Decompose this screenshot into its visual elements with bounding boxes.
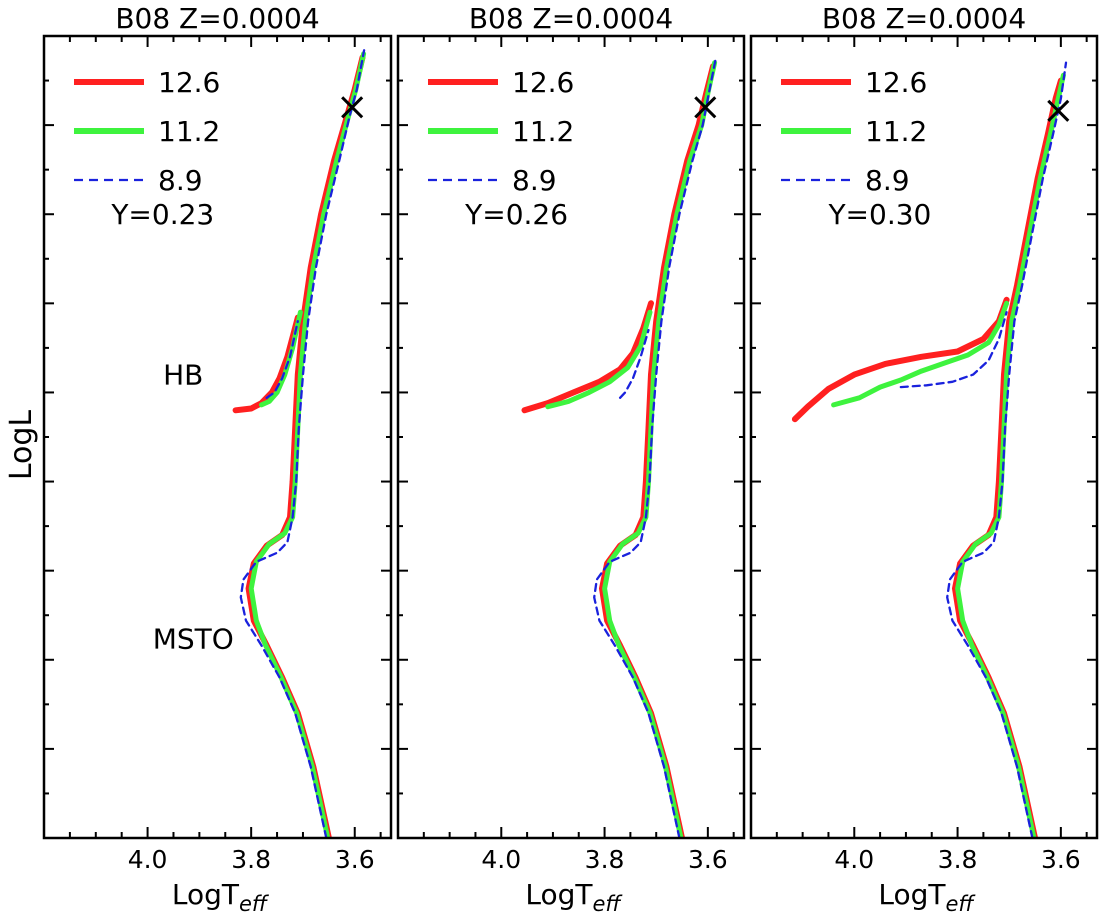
x-axis-label-subscript: eff	[239, 892, 270, 916]
x-tick-label: 3.6	[335, 845, 375, 874]
rgb-tip-marker	[1047, 99, 1070, 122]
x-axis-label: LogTeff	[172, 878, 270, 916]
legend-label-8-9: 8.9	[865, 164, 910, 197]
annotation-hb: HB	[163, 359, 203, 392]
series-11-2-hb-line	[545, 309, 653, 410]
panel-title: B08 Z=0.0004	[469, 2, 673, 35]
series-8-9-rgb-line	[239, 49, 366, 838]
panel-frame	[396, 34, 746, 840]
x-tick-label: 4.0	[834, 845, 874, 874]
series-lines	[521, 58, 718, 838]
annotation-msto: MSTO	[153, 622, 234, 655]
legend-label-11-2: 11.2	[865, 115, 927, 148]
x-tick-label: 4.0	[128, 845, 168, 874]
panel-frame	[42, 34, 393, 840]
rgb-tip-marker	[694, 96, 717, 119]
x-axis-label: LogTeff	[525, 878, 623, 916]
x-axis-label-main: LogT	[878, 878, 946, 911]
x-axis-label-subscript: eff	[946, 892, 977, 916]
series-11-2-rgb-line	[955, 72, 1066, 838]
legend-label-8-9: 8.9	[512, 164, 557, 197]
series-8-9-hb-line	[265, 320, 299, 399]
legend-label-12-6: 12.6	[865, 66, 927, 99]
panel-frame	[749, 34, 1099, 840]
x-axis-label-main: LogT	[525, 878, 593, 911]
y-axis-label: LogL	[4, 410, 39, 481]
series-11-2-hb-line	[831, 300, 1010, 408]
series-12-6-rgb-line	[599, 63, 716, 838]
x-tick-label: 3.8	[231, 845, 271, 874]
panel-title: B08 Z=0.0004	[822, 2, 1026, 35]
marker-stroke	[1047, 99, 1070, 122]
series-8-9-rgb-line	[946, 61, 1068, 838]
series-12-6-hb-line	[521, 300, 654, 414]
series-lines	[232, 49, 367, 838]
annotation-y-0-23: Y=0.23	[110, 198, 214, 231]
x-axis-label-main: LogT	[172, 878, 240, 911]
legend-label-12-6: 12.6	[512, 66, 574, 99]
series-11-2-rgb-line	[602, 60, 718, 838]
x-axis-label: LogTeff	[878, 878, 976, 916]
panel-2: B08 Z=0.0004 4.0 3.8 3.6 LogTeff 12.6 11.2 8.9Y…	[396, 2, 746, 916]
x-axis-label-subscript: eff	[593, 892, 624, 916]
x-tick-label: 3.8	[585, 845, 625, 874]
panel-title: B08 Z=0.0004	[115, 2, 319, 35]
x-tick-label: 3.8	[938, 845, 978, 874]
series-8-9-rgb-line	[593, 58, 717, 838]
rgb-tip-marker	[341, 96, 364, 119]
annotation-y-0-30: Y=0.30	[827, 198, 931, 231]
marker-stroke	[341, 96, 364, 119]
panel-1: B08 Z=0.0004 4.0 3.8 3.6 LogTeff 12.6 11.2 8.9Y…	[42, 2, 393, 916]
panel-3: B08 Z=0.0004 4.0 3.8 3.6 LogTeff 12.6 11.2 8.9Y…	[749, 2, 1099, 916]
legend: 12.6 11.2 8.9	[74, 66, 220, 197]
x-tick-label: 3.6	[1041, 845, 1081, 874]
legend: 12.6 11.2 8.9	[781, 66, 927, 197]
annotation-y-0-26: Y=0.26	[464, 198, 568, 231]
legend-label-11-2: 11.2	[512, 115, 574, 148]
series-8-9-hb-line	[618, 328, 650, 399]
legend-label-12-6: 12.6	[158, 66, 220, 99]
series-lines	[791, 61, 1068, 838]
series-11-2-rgb-line	[248, 51, 367, 838]
series-12-6-rgb-line	[245, 54, 366, 838]
legend-label-11-2: 11.2	[158, 115, 220, 148]
legend: 12.6 11.2 8.9	[428, 66, 574, 197]
series-12-6-hb-line	[791, 296, 1010, 423]
legend-label-8-9: 8.9	[158, 164, 203, 197]
x-tick-label: 3.6	[688, 845, 728, 874]
series-8-9-hb-line	[899, 311, 1008, 389]
x-tick-label: 4.0	[481, 845, 521, 874]
marker-stroke	[694, 96, 717, 119]
